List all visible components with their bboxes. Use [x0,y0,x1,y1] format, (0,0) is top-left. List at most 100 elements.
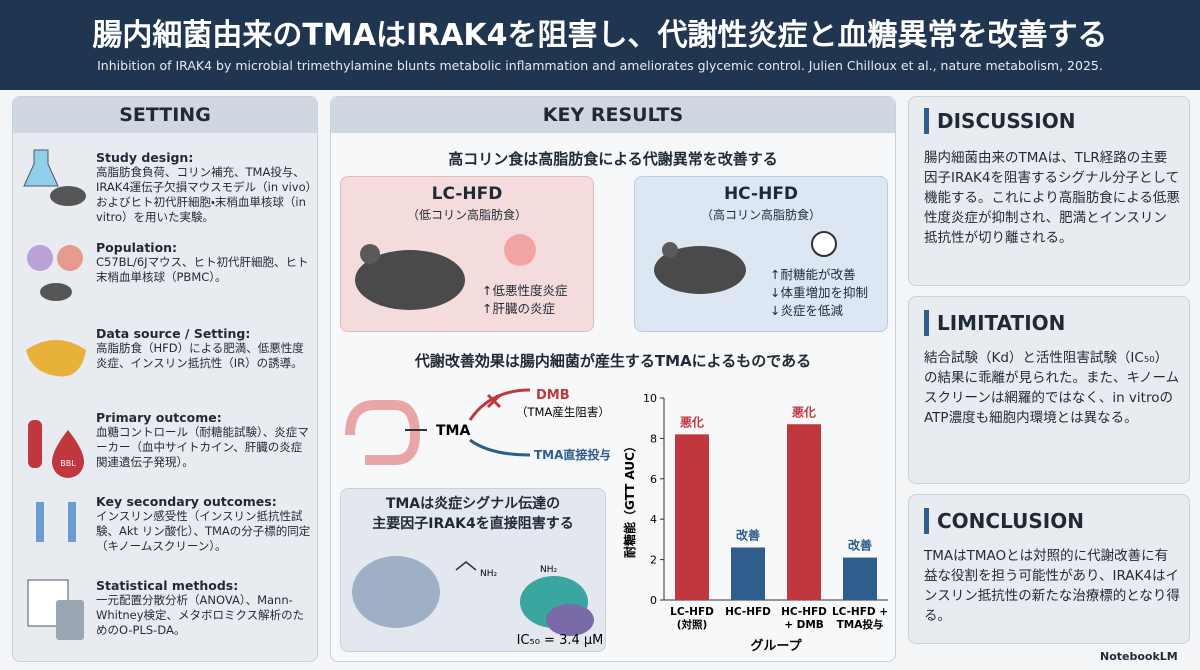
mouse-icon [50,186,86,206]
ear [360,244,380,264]
bar [731,547,765,600]
discussion-panel [908,96,1190,286]
conclusion-heading: CONCLUSION [924,508,1084,534]
conclusion-text: TMAはTMAOとは対照的に代謝改善に有益な役割を担う可能性があり、IRAK4は… [924,548,1180,624]
molecule [455,561,477,571]
setting-icons: BBL [23,149,86,640]
limitation-panel [908,296,1190,484]
effects: ↑低悪性度炎症 ↑肝臓の炎症 [482,282,567,318]
icon-label: BBL [60,459,76,468]
setting-item: Statistical methods: 一元配置分散分析（ANOVA）、Mann… [96,578,312,638]
bar [675,434,709,600]
y-tick-label: 8 [650,432,657,445]
arrow [469,438,531,457]
mouse [355,250,465,310]
setting-heading: SETTING [13,97,317,133]
cell-icon [57,245,83,271]
x-tick-label: LC-HFD [670,606,714,618]
results-heading: KEY RESULTS [331,97,895,133]
x-tick-label: (対照) [677,618,708,631]
effect: ↓炎症を低減 [770,303,843,318]
bar-annotation: 改善 [848,538,872,553]
mouse [654,246,746,294]
effect: ↑耐糖能が改善 [770,267,856,282]
discussion-text: 腸内細菌由来のTMAは、TLR経路の主要因子IRAK4を阻害するシグナル分子とし… [924,150,1180,246]
section-title: 高コリン食は高脂肪食による代謝異常を改善する [448,150,778,168]
panel-sub: （低コリン高脂肪食） [406,208,527,222]
calculator-icon [56,600,84,640]
item-label: Key secondary outcomes: [96,494,277,509]
cell-icon [27,245,53,271]
conclusion-panel [908,494,1190,644]
footer: NotebookLM [1100,650,1178,663]
discussion-heading: DISCUSSION [924,108,1075,134]
setting-item: Study design: 高脂肪食負荷、コリン補充、TMA投与、IRAK4運伝子… [96,150,312,225]
effect: ↑低悪性度炎症 [482,283,568,298]
molecule-label: NH₂ [480,569,498,579]
lc-panel [340,176,594,332]
y-tick-label: 6 [650,473,657,486]
item-label: Study design: [96,150,194,165]
item-text: 高脂肪食（HFD）による肥満、低悪性度炎症、インスリン抵抗性（IR）の誘導。 [96,341,304,370]
subtitle: Inhibition of IRAK4 by microbial trimeth… [97,58,1103,73]
panel-sub: （高コリン高脂肪食） [700,208,821,222]
bar [843,557,877,600]
arrow [468,388,531,421]
section-title: 代謝改善効果は腸内細菌が産生するTMAによるものである [414,352,812,370]
setting-item: Primary outcome: 血糖コントロール（耐糖能試験）、炎症マーカー（血… [96,410,312,470]
dmb-note: （TMA産生阻害） [516,405,610,419]
gut-icon [345,400,421,465]
item-label: Primary outcome: [96,410,222,425]
setting-item: Data source / Setting: 高脂肪食（HFD）による肥満、低悪性… [96,326,312,371]
flask-icon [23,149,59,187]
mouse-icon [40,283,72,301]
setting-item: Key secondary outcomes: インスリン感受性（インスリン抵抗性… [96,494,312,554]
panel-name: HC-HFD [723,184,799,204]
limitation-heading: LIMITATION [924,310,1065,336]
y-tick-label: 4 [650,513,657,526]
effect: ↓体重増加を抑制 [770,285,868,300]
limitation-text: 結合試験（Kd）と活性阻害試験（IC₅₀）の結果に乖離が見られた。また、キノーム… [924,350,1180,426]
item-label: Data source / Setting: [96,326,251,341]
receptor-icon [36,502,76,542]
setting-item: Population: C57BL/6Jマウス、ヒト初代肝細胞、ヒト末梢血単核球（… [96,240,312,285]
stopwatch-icon [811,231,837,257]
item-text: 血糖コントロール（耐糖能試験）、炎症マーカー（血中サイトカイン、肝臓の炎症関連遺… [96,425,309,469]
item-text: 高脂肪食負荷、コリン補充、TMA投与、IRAK4運伝子欠損マウスモデル（in v… [96,165,312,224]
bar-annotation: 悪化 [680,414,704,429]
protein [352,556,440,628]
x-tick-label: TMA投与 [837,618,884,631]
molecule-label: NH₂ [540,565,558,575]
y-axis-label: 耐糖能（GTT AUC） [622,440,637,558]
title-line: 主要因子IRAK4を直接阻害する [372,516,574,532]
tube-icon [28,420,42,468]
bar-annotation: 改善 [736,527,760,542]
effect: ↑肝臓の炎症 [482,301,555,316]
tma-diagram: TMA DMB （TMA産生阻害） TMA直接投与 [345,388,610,465]
x-axis-label: グループ [750,638,802,654]
x-tick-label: HC-HFD [725,606,771,618]
y-tick-label: 2 [650,554,657,567]
irak4 [546,604,594,636]
item-text: C57BL/6Jマウス、ヒト初代肝細胞、ヒト末梢血単核球（PBMC）。 [96,255,309,284]
effects: ↑耐糖能が改善 ↓体重増加を抑制 ↓炎症を低減 [770,266,868,320]
inflammation-icon [504,234,536,266]
liver-icon [26,340,86,377]
ear [662,242,678,258]
ic50: IC₅₀ = 3.4 μM [517,633,602,648]
block-mark [486,393,502,409]
header [0,0,1200,90]
x-tick-label: + DMB [784,619,824,631]
mouse-illustrations [355,231,837,310]
item-label: Statistical methods: [96,578,239,593]
y-tick-label: 10 [643,392,657,405]
title-line: TMAは炎症シグナル伝達の [385,496,561,512]
dmb-label: DMB [536,388,570,403]
bar-chart: 0 2 4 6 8 10 耐糖能（GTT AUC） グループ LC-HFD(対照) 悪化 HC-HF… [622,392,888,654]
section-title: TMAは炎症シグナル伝達の 主要因子IRAK4を直接阻害する [340,494,606,534]
item-label: Population: [96,240,178,255]
title: 腸内細菌由来のTMAはIRAK4を阻害し、代謝性炎症と血糖異常を改善する [92,18,1108,53]
bar [787,424,821,600]
item-text: インスリン感受性（インスリン抵抗性試験、Akt リン酸化）、TMAの分子標的同定… [96,509,311,553]
